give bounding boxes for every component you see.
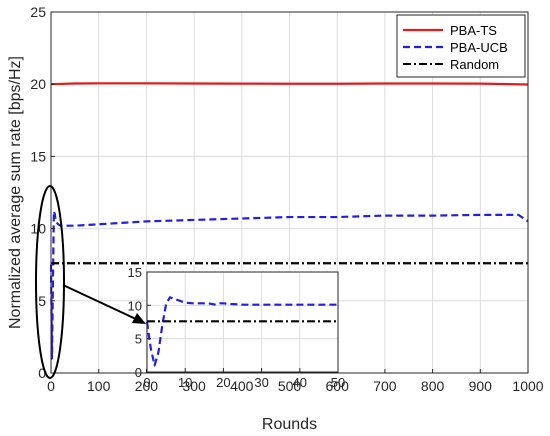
main-y-tick-label: 5 [38, 293, 46, 309]
main-y-tick-label: 15 [30, 148, 46, 164]
inset-x-tick-label: 0 [143, 375, 150, 390]
inset-background [147, 272, 338, 372]
zoom-arrow-line [62, 284, 139, 321]
inset-x-tick-label: 50 [331, 375, 345, 390]
main-y-tick-label: 20 [30, 76, 46, 92]
main-x-tick-label: 100 [87, 378, 111, 394]
main-x-tick-label: 300 [182, 378, 206, 394]
main-x-tick-label: 500 [278, 378, 302, 394]
y-axis-title: Normalized average sum rate [bps/Hz] [7, 56, 24, 329]
main-y-tick-label: 0 [38, 365, 46, 381]
legend-label-random: Random [450, 57, 499, 72]
main-series-line-pba-ts [50, 82, 529, 86]
main-x-tick-label: 800 [421, 378, 445, 394]
main-x-tick-label: 700 [373, 378, 397, 394]
zoom-arrowhead [132, 313, 146, 324]
inset-plot-frame [146, 271, 339, 373]
inset-x-tick-label: 10 [178, 375, 192, 390]
inset-x-tick-label: 40 [293, 375, 307, 390]
inset-x-tick-label: 30 [254, 375, 268, 390]
main-x-tick-label: 0 [47, 378, 55, 394]
legend: PBA-TS PBA-UCB Random [396, 14, 526, 78]
inset-y-tick-label: 10 [128, 298, 142, 313]
inset-series-line-pba-ucb [145, 296, 338, 367]
main-series [49, 82, 529, 360]
legend-label-pba-ucb: PBA-UCB [450, 40, 508, 55]
main-x-tick-label: 600 [326, 378, 350, 394]
inset-y-tick-label: 15 [128, 265, 142, 280]
main-x-tick-label: 200 [135, 378, 159, 394]
main-x-tick-label: 1000 [512, 378, 543, 394]
inset-series [145, 296, 338, 367]
zoom-highlight-ellipse [35, 185, 65, 379]
main-x-tick-labels: 0 100 200 300 400 500 600 700 800 900 1000 [47, 369, 544, 394]
main-x-tick-label: 900 [469, 378, 493, 394]
legend-label-pba-ts: PBA-TS [450, 23, 497, 38]
x-axis-title: Rounds [262, 416, 317, 433]
inset-y-tick-labels: 0 5 10 15 [128, 265, 151, 380]
inset-y-tick-label: 0 [135, 365, 142, 380]
main-y-tick-label: 25 [30, 4, 46, 20]
main-series-line-pba-ucb [49, 210, 529, 360]
inset-y-tick-label: 5 [135, 332, 142, 347]
inset-x-tick-labels: 0 10 20 30 40 50 [143, 368, 345, 390]
main-x-tick-label: 400 [230, 378, 254, 394]
inset-x-tick-label: 20 [216, 375, 230, 390]
